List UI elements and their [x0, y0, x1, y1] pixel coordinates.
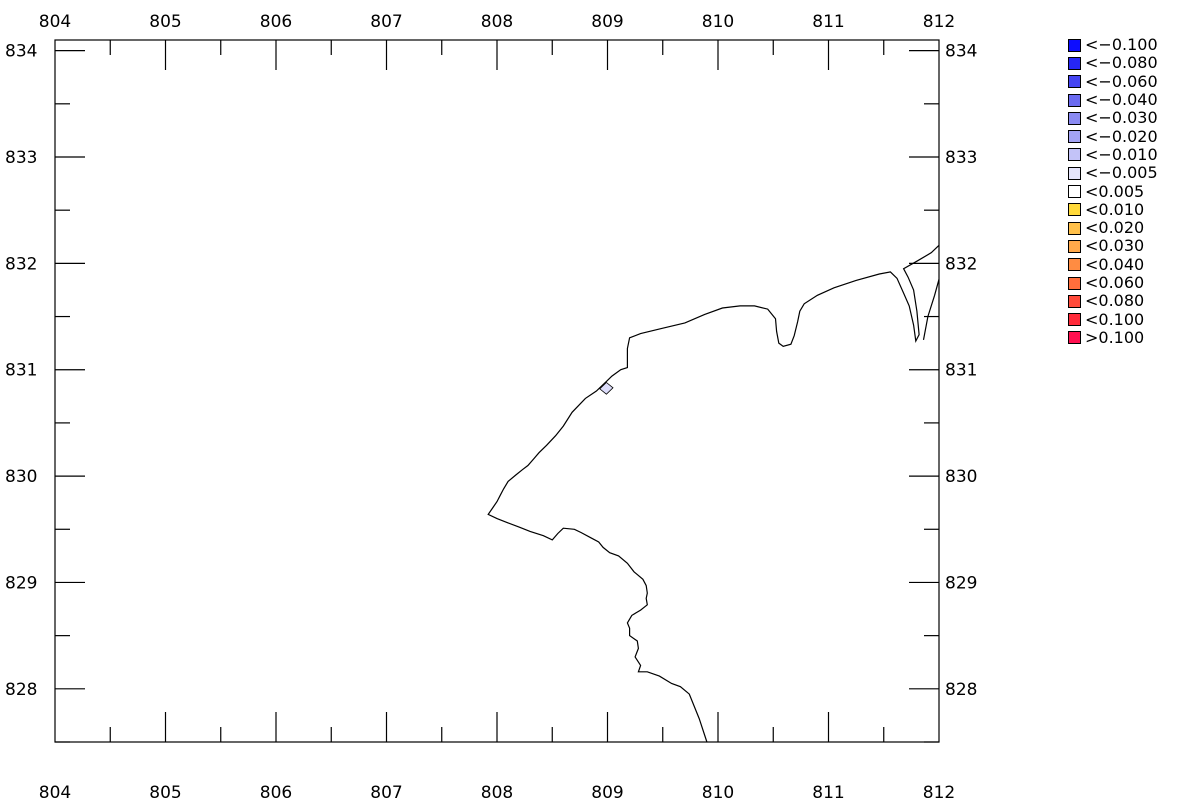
legend-label: <−0.010	[1085, 144, 1158, 164]
coastline-north	[922, 279, 940, 341]
legend-label: <−0.030	[1085, 108, 1158, 128]
legend-swatch	[1068, 276, 1081, 290]
legend-swatch	[1068, 294, 1081, 308]
x-tick-label-bottom: 809	[591, 783, 623, 803]
legend-label: <−0.040	[1085, 90, 1158, 110]
legend-label: <0.030	[1085, 236, 1145, 256]
x-tick-label-top: 812	[923, 12, 955, 32]
y-axis-labels-right: 834 833 832 831 830 829 828	[945, 42, 977, 700]
legend-swatch	[1068, 331, 1081, 345]
legend-label: <−0.060	[1085, 71, 1158, 91]
x-tick-label-top: 807	[370, 12, 402, 32]
y-tick-label-right: 829	[945, 573, 977, 593]
legend-label: <0.080	[1085, 291, 1145, 311]
x-tick-label-top: 811	[812, 12, 844, 32]
x-tick-label-bottom: 804	[39, 783, 71, 803]
legend-item: >0.100	[1068, 329, 1158, 347]
y-tick-label-left: 834	[5, 42, 37, 62]
y-tick-label-right: 832	[945, 254, 977, 274]
x-tick-label-top: 806	[260, 12, 292, 32]
x-tick-label-top: 808	[481, 12, 513, 32]
legend-item: <0.030	[1068, 237, 1158, 255]
legend-swatch	[1068, 203, 1081, 217]
x-tick-label-top: 810	[702, 12, 734, 32]
color-legend: <−0.100 <−0.080 <−0.060 <−0.040 <−0.030 <−0.0…	[1068, 36, 1158, 347]
legend-item: <0.080	[1068, 292, 1158, 310]
x-tick-label-bottom: 812	[923, 783, 955, 803]
legend-item: <−0.020	[1068, 127, 1158, 145]
legend-item: <0.040	[1068, 256, 1158, 274]
legend-item: <0.100	[1068, 310, 1158, 328]
legend-swatch	[1068, 239, 1081, 253]
legend-swatch	[1068, 166, 1081, 180]
legend-label: <0.040	[1085, 254, 1145, 274]
x-axis-labels-bottom: 804 805 806 807 808 809 810 811 812	[39, 783, 955, 803]
plot-frame	[54, 39, 940, 743]
coastline	[487, 244, 940, 743]
x-tick-label-top: 809	[591, 12, 623, 32]
x-tick-label-bottom: 807	[370, 783, 402, 803]
y-tick-label-left: 828	[5, 680, 37, 700]
legend-label: <0.100	[1085, 309, 1145, 329]
legend-swatch	[1068, 130, 1081, 144]
y-tick-label-right: 830	[945, 467, 977, 487]
legend-item: <−0.030	[1068, 109, 1158, 127]
legend-swatch	[1068, 93, 1081, 107]
legend-label: <−0.020	[1085, 126, 1158, 146]
legend-label: <0.060	[1085, 273, 1145, 292]
x-tick-label-bottom: 810	[702, 783, 734, 803]
x-tick-label-bottom: 806	[260, 783, 292, 803]
y-tick-label-left: 830	[5, 467, 37, 487]
legend-item: <−0.040	[1068, 91, 1158, 109]
legend-item: <0.060	[1068, 274, 1158, 292]
y-tick-label-right: 828	[945, 680, 977, 700]
legend-label: <0.020	[1085, 218, 1145, 238]
legend-item: <−0.010	[1068, 146, 1158, 164]
y-tick-label-left: 832	[5, 254, 37, 274]
negative-value-cell	[599, 381, 614, 395]
x-tick-label-bottom: 811	[812, 783, 844, 803]
legend-swatch	[1068, 258, 1081, 272]
y-tick-label-left: 833	[5, 148, 37, 168]
y-tick-label-left: 831	[5, 361, 37, 381]
legend-swatch	[1068, 148, 1081, 162]
legend-swatch	[1068, 313, 1081, 327]
x-tick-label-top: 805	[149, 12, 181, 32]
legend-swatch	[1068, 75, 1081, 89]
legend-label: >0.100	[1085, 327, 1145, 347]
legend-label: <0.010	[1085, 199, 1145, 219]
y-tick-label-right: 831	[945, 361, 977, 381]
x-tick-label-bottom: 805	[149, 783, 181, 803]
y-tick-label-left: 829	[5, 573, 37, 593]
y-tick-label-right: 833	[945, 148, 977, 168]
legend-label: <−0.005	[1085, 163, 1158, 183]
axis-ticks	[55, 40, 939, 743]
legend-label: <−0.080	[1085, 53, 1158, 73]
legend-item: <−0.005	[1068, 164, 1158, 182]
legend-item: <0.010	[1068, 201, 1158, 219]
legend-item: <0.020	[1068, 219, 1158, 237]
legend-item: <−0.100	[1068, 36, 1158, 54]
legend-item: <−0.080	[1068, 54, 1158, 72]
legend-label: <0.005	[1085, 181, 1145, 201]
y-tick-label-right: 834	[945, 42, 977, 62]
x-axis-labels-top: 804 805 806 807 808 809 810 811 812	[39, 12, 955, 32]
y-axis-labels-left: 834 833 832 831 830 829 828	[5, 42, 37, 700]
legend-swatch	[1068, 56, 1081, 70]
legend-swatch	[1068, 221, 1081, 235]
legend-swatch	[1068, 38, 1081, 52]
legend-item: <0.005	[1068, 182, 1158, 200]
x-tick-label-top: 804	[39, 12, 71, 32]
legend-item: <−0.060	[1068, 73, 1158, 91]
legend-label: <−0.100	[1085, 35, 1158, 55]
legend-swatch	[1068, 185, 1081, 199]
x-tick-label-bottom: 808	[481, 783, 513, 803]
legend-swatch	[1068, 111, 1081, 125]
